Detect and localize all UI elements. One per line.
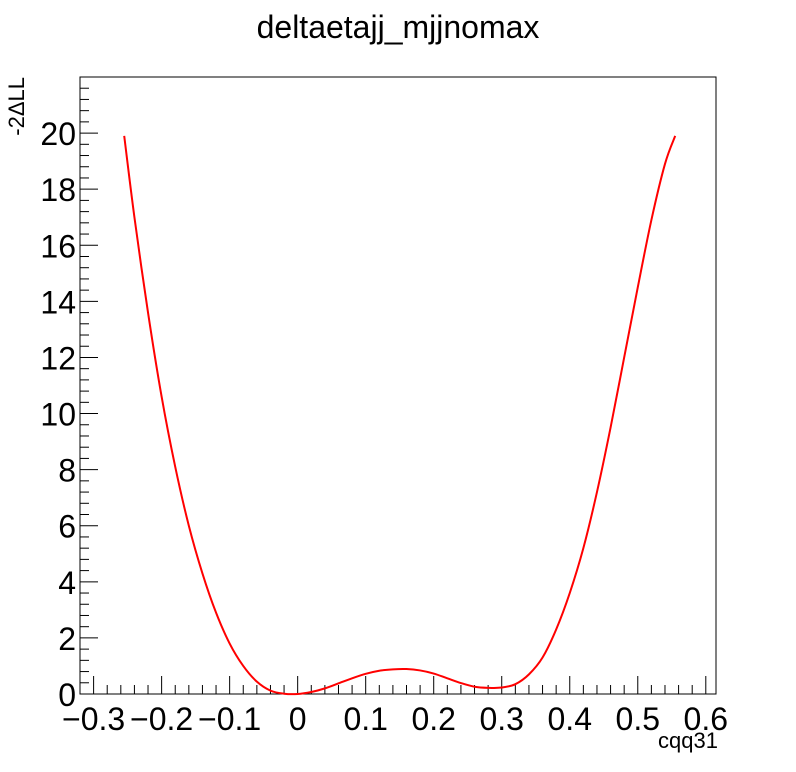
x-axis-label: cqq31 xyxy=(658,728,718,753)
series-layer xyxy=(123,135,677,696)
y-tick-label: 12 xyxy=(40,340,76,376)
x-tick-label: 0.6 xyxy=(684,701,728,737)
y-tick-label: 6 xyxy=(58,509,76,545)
x-tick-label: 0.5 xyxy=(616,701,660,737)
y-tick-label: 0 xyxy=(58,677,76,713)
y-axis-label: -2ΔLL xyxy=(4,77,29,136)
x-tick-label: 0.3 xyxy=(479,701,523,737)
x-tick-label: 0 xyxy=(289,701,307,737)
x-tick-label: −0.3 xyxy=(62,701,125,737)
y-tick-label: 16 xyxy=(40,228,76,264)
plot-frame xyxy=(79,76,717,695)
x-tick-label: −0.2 xyxy=(130,701,193,737)
y-tick-label: 14 xyxy=(40,284,76,320)
y-tick-label: 10 xyxy=(40,397,76,433)
x-tick-label: −0.1 xyxy=(198,701,261,737)
y-tick-label: 18 xyxy=(40,172,76,208)
y-tick-label: 8 xyxy=(58,453,76,489)
y-tick-label: 2 xyxy=(58,621,76,657)
series-line xyxy=(123,135,677,696)
x-tick-label: 0.4 xyxy=(548,701,592,737)
chart-title: deltaetajj_mjjnomax xyxy=(257,9,540,45)
x-axis: −0.3 −0.2 −0.1 0 0.1 0.2 0.3 0.4 0.5 0.6 xyxy=(62,676,728,737)
x-tick-label: 0.2 xyxy=(411,701,455,737)
y-axis: 0 2 4 6 8 10 12 14 16 18 20 xyxy=(40,87,98,713)
y-tick-label: 4 xyxy=(58,565,76,601)
y-tick-label: 20 xyxy=(40,116,76,152)
x-tick-label: 0.1 xyxy=(343,701,387,737)
